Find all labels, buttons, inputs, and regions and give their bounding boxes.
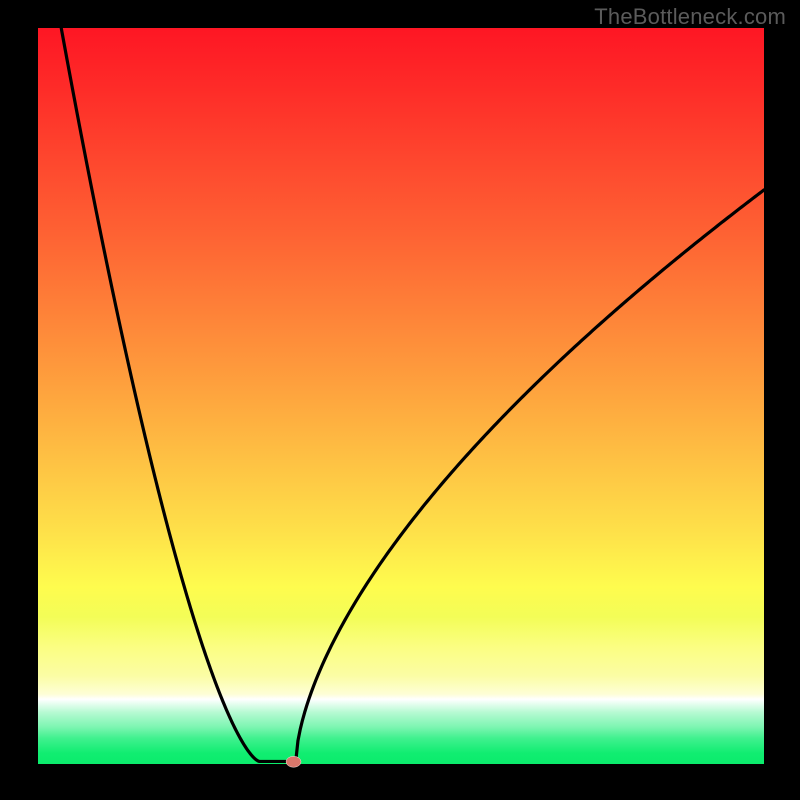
- chart-container: TheBottleneck.com: [0, 0, 800, 800]
- plot-gradient-background: [38, 28, 764, 764]
- watermark-text: TheBottleneck.com: [594, 4, 786, 30]
- bottleneck-chart: [0, 0, 800, 800]
- optimum-marker: [286, 756, 301, 767]
